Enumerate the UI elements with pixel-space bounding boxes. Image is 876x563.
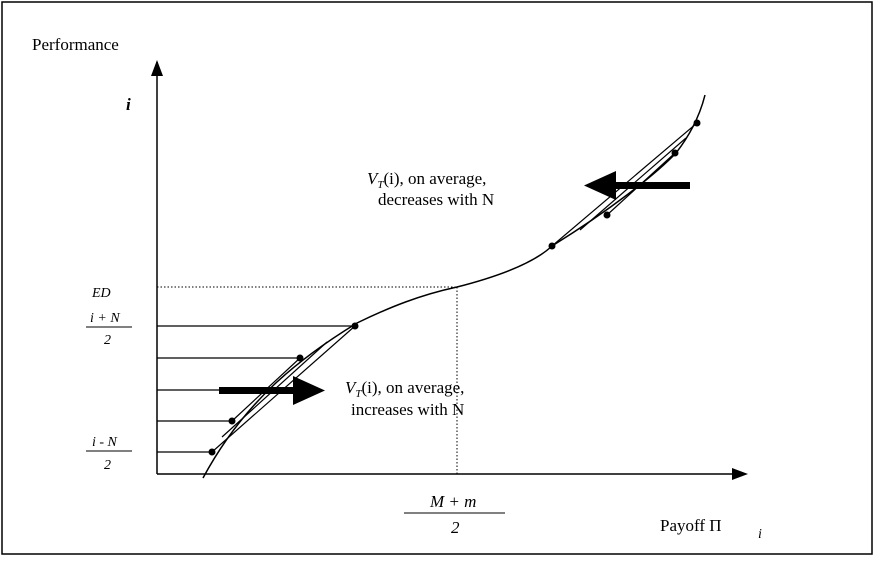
right-pointing-arrow xyxy=(219,376,325,405)
x-axis-arrowhead xyxy=(732,468,748,480)
lower-fraction-numerator: i - N xyxy=(92,435,118,450)
y-axis-variable: i xyxy=(126,95,131,114)
performance-curve xyxy=(202,94,706,479)
upper-fraction-numerator: i + N xyxy=(90,311,120,326)
y-axis-arrowhead xyxy=(151,60,163,76)
y-axis-title: Performance xyxy=(32,35,119,54)
curve-point xyxy=(693,119,701,127)
upper-note-line1: VT(i), on average, xyxy=(367,169,486,191)
curve-point xyxy=(671,149,679,157)
x-axis-subscript: i xyxy=(758,527,762,542)
ed-label: ED xyxy=(91,286,111,301)
lower-note-line1: VT(i), on average, xyxy=(345,378,464,400)
curve-point xyxy=(228,417,236,425)
upper-fraction-denominator: 2 xyxy=(104,333,111,348)
x-fraction: M + m 2 xyxy=(404,492,505,537)
outer-border xyxy=(1,1,873,555)
curve-point xyxy=(548,242,556,250)
lower-fraction: i - N 2 xyxy=(86,435,132,473)
x-axis-title: Payoff Π xyxy=(660,516,722,535)
x-fraction-denominator: 2 xyxy=(451,518,460,537)
lower-note-line2: increases with N xyxy=(351,400,464,419)
lower-fraction-denominator: 2 xyxy=(104,458,111,473)
curve-point xyxy=(603,211,611,219)
lower-annotation: VT(i), on average, increases with N xyxy=(345,378,464,419)
upper-annotation: VT(i), on average, decreases with N xyxy=(367,169,494,209)
curve-point xyxy=(351,322,359,330)
upper-fraction: i + N 2 xyxy=(86,311,132,348)
left-pointing-arrow xyxy=(584,171,690,200)
curve-point xyxy=(296,354,304,362)
curve-point xyxy=(208,448,216,456)
x-fraction-numerator: M + m xyxy=(429,492,476,511)
upper-note-line2: decreases with N xyxy=(378,190,494,209)
